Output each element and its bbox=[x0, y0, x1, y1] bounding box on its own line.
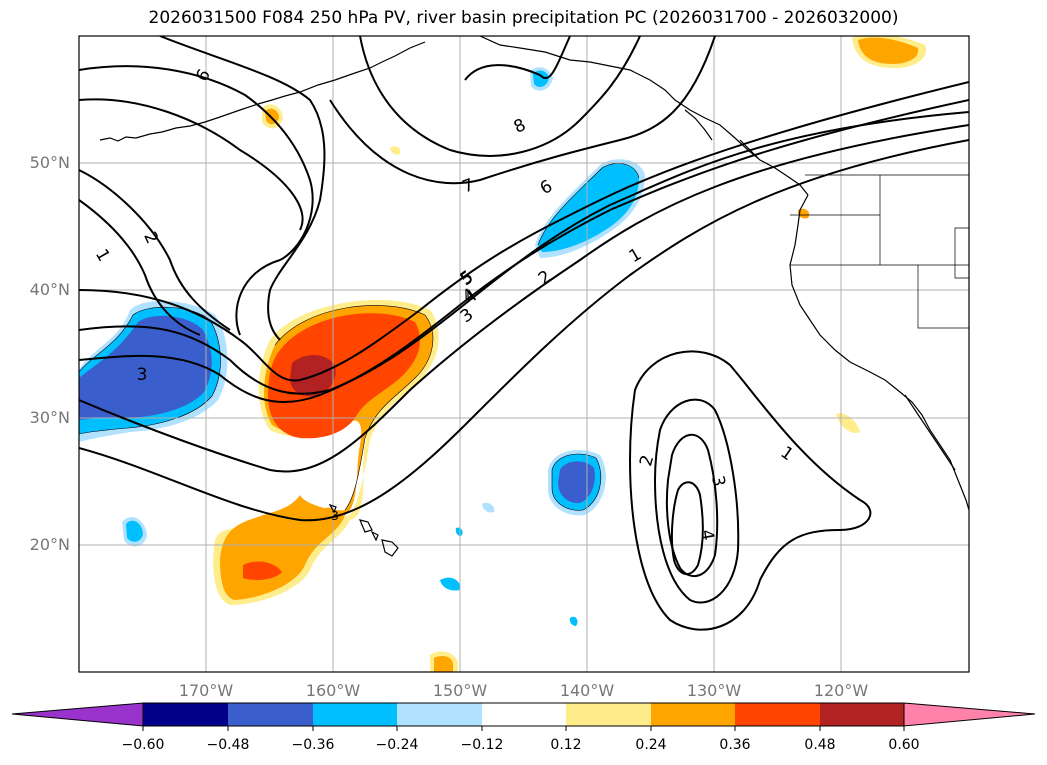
lon-label: 120°W bbox=[813, 681, 869, 700]
lon-label: 150°W bbox=[432, 681, 488, 700]
colorbar-tick-label: 0.24 bbox=[635, 737, 667, 753]
colorbar-tick-label: 0.48 bbox=[804, 737, 836, 753]
contour-label: 3 bbox=[707, 474, 729, 488]
lat-label: 30°N bbox=[29, 408, 70, 427]
lat-label: 20°N bbox=[29, 535, 70, 554]
colorbar-tick-label: −0.24 bbox=[375, 737, 419, 753]
colorbar-tick-label: −0.48 bbox=[206, 737, 250, 753]
colorbar-tick-label: 0.12 bbox=[550, 737, 582, 753]
coastlines bbox=[99, 36, 969, 557]
lon-label: 160°W bbox=[305, 681, 361, 700]
contour-label: 3 bbox=[137, 365, 148, 385]
colorbar-max-extend bbox=[903, 702, 1036, 727]
shading-outlines bbox=[79, 163, 640, 511]
lat-label: 50°N bbox=[29, 153, 70, 172]
colorbar-tick-label: 0.60 bbox=[888, 737, 920, 753]
lon-label: 170°W bbox=[178, 681, 234, 700]
colorbar-tick-label: −0.36 bbox=[291, 737, 335, 753]
contour-label: 4 bbox=[696, 528, 718, 542]
colorbar-min-extend bbox=[11, 702, 144, 727]
colorbar-tick-label: −0.12 bbox=[460, 737, 504, 753]
political-borders bbox=[790, 174, 969, 329]
lat-label: 40°N bbox=[29, 280, 70, 299]
pv-contours bbox=[79, 36, 969, 631]
gridlines bbox=[79, 36, 969, 672]
contour-label: 2 bbox=[636, 453, 658, 469]
precip-shading bbox=[79, 36, 926, 672]
map-title: 2026031500 F084 250 hPa PV, river basin … bbox=[148, 8, 899, 28]
contour-label: 3 bbox=[331, 509, 339, 523]
colorbar bbox=[11, 702, 1036, 731]
colorbar-tick-label: 0.36 bbox=[719, 737, 751, 753]
lon-label: 130°W bbox=[686, 681, 742, 700]
map-frame bbox=[78, 35, 970, 673]
lon-label: 140°W bbox=[559, 681, 615, 700]
colorbar-tick-label: −0.60 bbox=[121, 737, 165, 753]
